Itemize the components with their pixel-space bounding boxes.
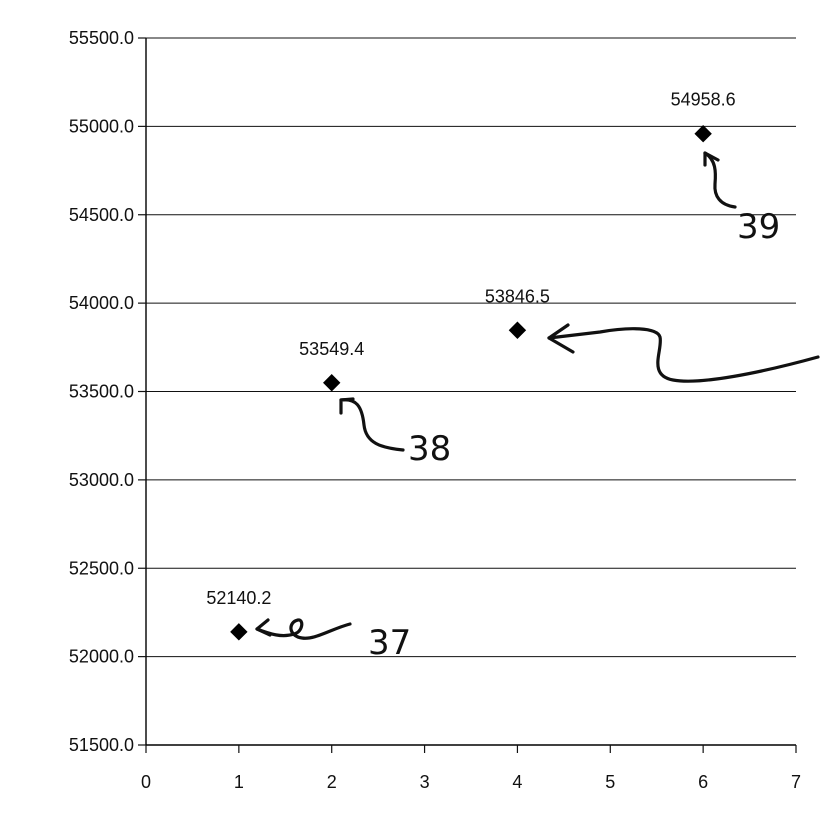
y-tick-label-8: 55500.0 [69, 28, 134, 48]
data-label-4: 54958.6 [671, 90, 736, 110]
y-tick-label-4: 53500.0 [69, 382, 134, 402]
data-point-2 [323, 374, 341, 392]
data-label-2: 53549.4 [299, 339, 364, 359]
x-tick-label-0: 0 [141, 772, 151, 792]
x-tick-label-6: 6 [698, 772, 708, 792]
data-label-1: 52140.2 [206, 588, 271, 608]
annotation-arrowhead-38 [339, 397, 355, 415]
annotation-arrowhead-39 [703, 151, 720, 167]
y-tick-label-6: 54500.0 [69, 205, 134, 225]
y-tick-label-1: 52000.0 [69, 647, 134, 667]
x-tick-label-2: 2 [327, 772, 337, 792]
annotation-label-38: 38 [408, 429, 451, 469]
x-tick-label-3: 3 [420, 772, 430, 792]
annotation-arrowhead-37 [255, 618, 272, 637]
y-tick-label-0: 51500.0 [69, 735, 134, 755]
annotation-arrow-38 [339, 398, 405, 452]
data-point-1 [230, 623, 248, 641]
grid-lines [146, 37, 796, 658]
y-tick-labels: 51500.0 52000.0 52500.0 53000.0 53500.0 54000… [69, 28, 134, 755]
y-tick-label-5: 54000.0 [69, 293, 134, 313]
annotation-arrowhead-point-4 [547, 323, 575, 354]
x-tick-label-5: 5 [605, 772, 615, 792]
annotation-label-39: 39 [737, 207, 780, 247]
annotation-arrow-point-4 [547, 327, 820, 383]
data-labels: 52140.2 53549.4 53846.5 54958.6 [206, 90, 735, 608]
data-point-4 [694, 124, 712, 143]
handwritten-annotations: 37 38 39 [255, 151, 820, 663]
tick-marks [138, 37, 797, 753]
x-tick-labels: 0 1 2 3 4 5 6 7 [141, 772, 801, 792]
x-tick-label-1: 1 [234, 772, 244, 792]
y-tick-label-2: 52500.0 [69, 558, 134, 578]
data-label-3: 53846.5 [485, 286, 550, 306]
data-point-3 [508, 321, 527, 339]
x-tick-label-7: 7 [791, 772, 801, 792]
x-tick-label-4: 4 [512, 772, 522, 792]
data-points [230, 124, 712, 641]
annotation-arrow-37 [255, 618, 352, 640]
y-tick-label-7: 55000.0 [69, 116, 134, 136]
annotation-arrow-39 [703, 151, 737, 209]
y-tick-label-3: 53000.0 [69, 470, 134, 490]
annotation-label-37: 37 [368, 623, 411, 663]
